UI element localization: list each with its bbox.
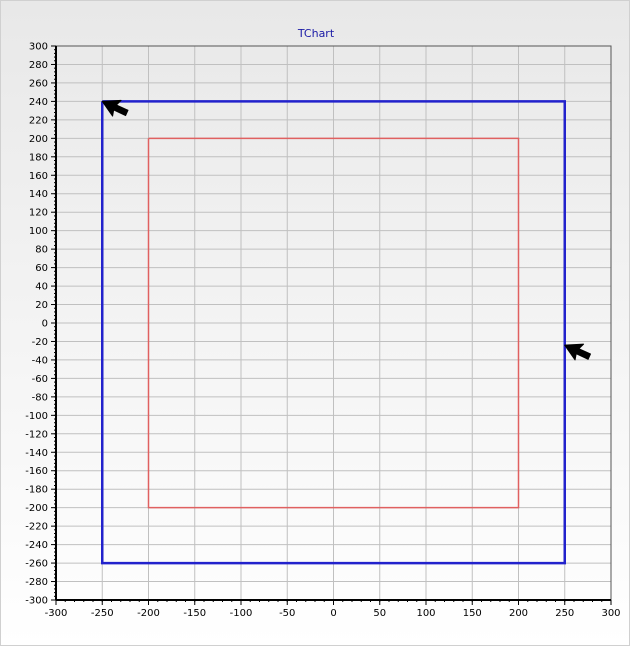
y-tick-label: 200: [29, 134, 48, 145]
y-tick-label: 80: [35, 245, 48, 256]
cursor-layer: [101, 99, 591, 361]
y-tick-label: 140: [29, 189, 48, 200]
x-tick-label: 100: [416, 608, 435, 619]
y-tick-label: -140: [25, 448, 48, 459]
x-tick-label: -100: [230, 608, 253, 619]
y-tick-label: -80: [32, 392, 48, 403]
mouse-pointer-icon: [564, 343, 591, 361]
x-tick-label: -50: [279, 608, 295, 619]
y-tick-label: -180: [25, 485, 48, 496]
y-tick-label: -20: [32, 337, 48, 348]
x-tick-label: 300: [601, 608, 620, 619]
y-tick-label: 160: [29, 171, 48, 182]
y-tick-label: -100: [25, 411, 48, 422]
y-tick-label: -200: [25, 503, 48, 514]
y-tick-label: 0: [42, 319, 48, 330]
x-tick-label: -250: [91, 608, 114, 619]
y-tick-label: -300: [25, 596, 48, 607]
x-tick-label: -200: [137, 608, 160, 619]
x-tick-label: 50: [373, 608, 386, 619]
mouse-pointer-shape: [564, 343, 591, 361]
y-tick-label: 100: [29, 226, 48, 237]
x-tick-label: 150: [463, 608, 482, 619]
chart-title: TChart: [297, 27, 335, 40]
y-tick-label: -120: [25, 429, 48, 440]
y-tick-label: -260: [25, 559, 48, 570]
mouse-pointer-icon: [101, 99, 129, 117]
series-2-line: [147, 137, 520, 509]
y-tick-label: 180: [29, 152, 48, 163]
y-tick-label: 280: [29, 60, 48, 71]
series-1-line: [101, 100, 566, 565]
y-tick-label: 260: [29, 78, 48, 89]
y-tick-label: 220: [29, 115, 48, 126]
series-layer: [101, 100, 566, 565]
y-tick-label: 60: [35, 263, 48, 274]
y-tick-label: -220: [25, 522, 48, 533]
y-tick-label: -280: [25, 577, 48, 588]
y-tick-label: -60: [32, 374, 48, 385]
y-tick-label: 240: [29, 97, 48, 108]
x-tick-label: -300: [45, 608, 68, 619]
x-tick-label: -150: [183, 608, 206, 619]
axes: -300 -250 -200 -150 -100 -50 0 50 100 150 200 250 30…: [25, 42, 620, 620]
y-tick-label: -240: [25, 540, 48, 551]
y-tick-label: -40: [32, 355, 48, 366]
y-tick-label: 40: [35, 282, 48, 293]
y-tick-label: 120: [29, 208, 48, 219]
mouse-pointer-shape: [101, 99, 129, 117]
x-tick-label: 0: [330, 608, 336, 619]
y-tick-label: 20: [35, 300, 48, 311]
y-tick-label: -160: [25, 466, 48, 477]
x-tick-label: 250: [555, 608, 574, 619]
x-tick-label: 200: [509, 608, 528, 619]
y-tick-label: 300: [29, 42, 48, 53]
